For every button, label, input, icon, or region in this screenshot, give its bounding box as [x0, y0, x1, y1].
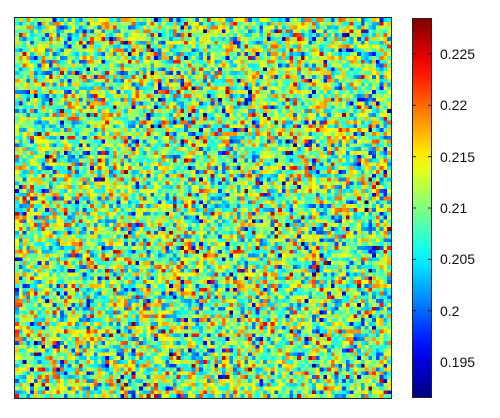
colorbar-tick-label: 0.21: [440, 200, 468, 216]
colorbar-tick-label: 0.215: [440, 148, 476, 165]
colorbar-tick-label: 0.2: [440, 302, 460, 319]
colorbar-tick-label: 0.205: [440, 251, 476, 268]
colorbar-tick-label: 0.195: [440, 354, 476, 371]
colorbar-tick-label: 0.225: [440, 45, 476, 62]
heatmap-plot: [15, 18, 391, 398]
colorbar: [412, 18, 432, 398]
colorbar-tick-label: 0.22: [440, 97, 468, 114]
